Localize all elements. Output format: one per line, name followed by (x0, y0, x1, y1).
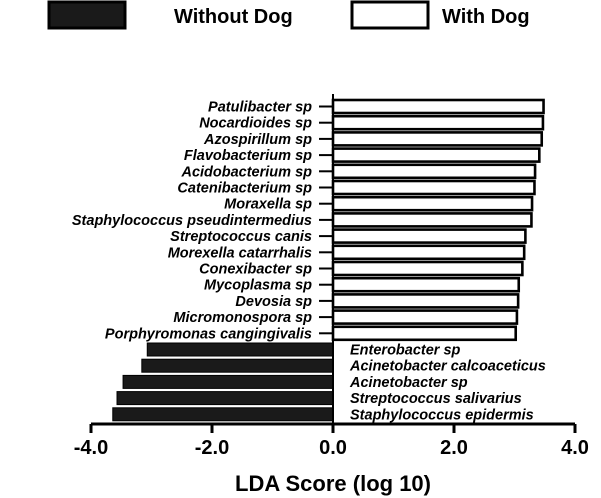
bar (331, 163, 537, 180)
x-tick-label: 2.0 (440, 437, 468, 459)
bar (331, 276, 521, 293)
x-axis-title: LDA Score (log 10) (235, 471, 431, 496)
category-label: Streptococcus canis (170, 229, 312, 245)
bar (331, 228, 527, 244)
bar (331, 114, 545, 131)
bar (331, 325, 518, 342)
bar (146, 342, 334, 357)
category-label: Catenibacterium sp (177, 181, 312, 197)
x-tick-label: -2.0 (195, 437, 229, 459)
legend-label-with-dog: With Dog (442, 6, 530, 28)
legend-swatch-without-dog (47, 0, 127, 30)
category-label: Micromonospora sp (173, 310, 312, 326)
category-label: Acinetobacter sp (349, 375, 468, 391)
bar (141, 358, 334, 373)
bar (331, 147, 541, 163)
category-label: Streptococcus salivarius (350, 391, 522, 407)
bar (331, 98, 545, 115)
category-label: Porphyromonas cangingivalis (105, 326, 312, 342)
category-label: Conexibacter sp (199, 262, 312, 278)
category-label: Patulibacter sp (208, 100, 312, 116)
category-label: Devosia sp (235, 294, 312, 310)
bar (331, 260, 524, 277)
x-tick-label: 0.0 (319, 437, 347, 459)
bar (122, 374, 334, 389)
bar (331, 309, 519, 325)
category-label: Moraxella sp (224, 197, 312, 213)
bar (331, 212, 533, 228)
legend-swatch-with-dog (350, 0, 430, 30)
category-label: Morexella catarrhalis (168, 245, 312, 261)
category-label: Nocardioides sp (199, 116, 312, 132)
bar (331, 293, 520, 309)
bar (112, 407, 334, 422)
legend: Without Dog With Dog (47, 0, 530, 30)
bar (116, 391, 334, 406)
category-label: Staphylococcus pseudintermedius (72, 213, 312, 229)
category-label: Staphylococcus epidermis (350, 407, 534, 423)
legend-label-without-dog: Without Dog (174, 6, 293, 28)
x-axis: -4.0 -2.0 0.0 2.0 4.0 (74, 422, 589, 459)
x-tick-label: -4.0 (74, 437, 108, 459)
category-label: Acidobacterium sp (180, 164, 312, 180)
category-label: Azospirillum sp (203, 132, 312, 148)
category-label: Enterobacter sp (350, 343, 461, 359)
bar (331, 244, 526, 261)
category-label: Flavobacterium sp (184, 148, 312, 164)
x-tick-label: 4.0 (561, 437, 589, 459)
category-label: Acinetobacter calcoaceticus (349, 359, 546, 375)
bar (331, 195, 534, 212)
category-label: Mycoplasma sp (204, 278, 312, 294)
bar (331, 131, 544, 147)
bar (331, 179, 536, 196)
